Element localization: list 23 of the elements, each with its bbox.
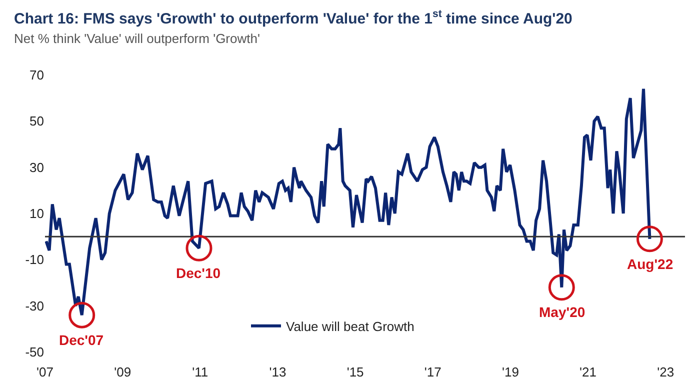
y-tick-label: -50: [25, 344, 44, 360]
x-tick-label: '23: [657, 364, 674, 380]
chart-title: Chart 16: FMS says 'Growth' to outperform 'Value' for the 1$^{st}$ time since Aug'20: [14, 8, 572, 28]
y-tick-label: 10: [30, 206, 44, 222]
x-tick-label: '07: [36, 364, 54, 380]
chart-subtitle: Net % think 'Value' will outperform 'Growth': [14, 31, 260, 46]
x-tick-label: '19: [502, 364, 519, 380]
x-tick-label: '13: [269, 364, 286, 380]
x-tick-label: '11: [192, 364, 208, 380]
legend-label: Value will beat Growth: [286, 318, 414, 334]
annotation: Dec'07: [59, 332, 104, 348]
y-tick-label: 70: [30, 68, 44, 83]
annotation: Aug'22: [627, 256, 674, 272]
x-tick-label: '15: [346, 364, 364, 380]
annotation: Dec'10: [176, 265, 221, 281]
y-tick-label: 30: [30, 160, 44, 175]
x-tick-label: '09: [114, 364, 132, 380]
y-tick-label: -10: [25, 252, 44, 268]
y-tick-label: 50: [30, 114, 44, 129]
annotation: May'20: [539, 304, 586, 320]
y-tick-label: -30: [25, 298, 44, 314]
x-tick-label: '21: [580, 364, 597, 380]
x-tick-label: '17: [424, 364, 442, 380]
